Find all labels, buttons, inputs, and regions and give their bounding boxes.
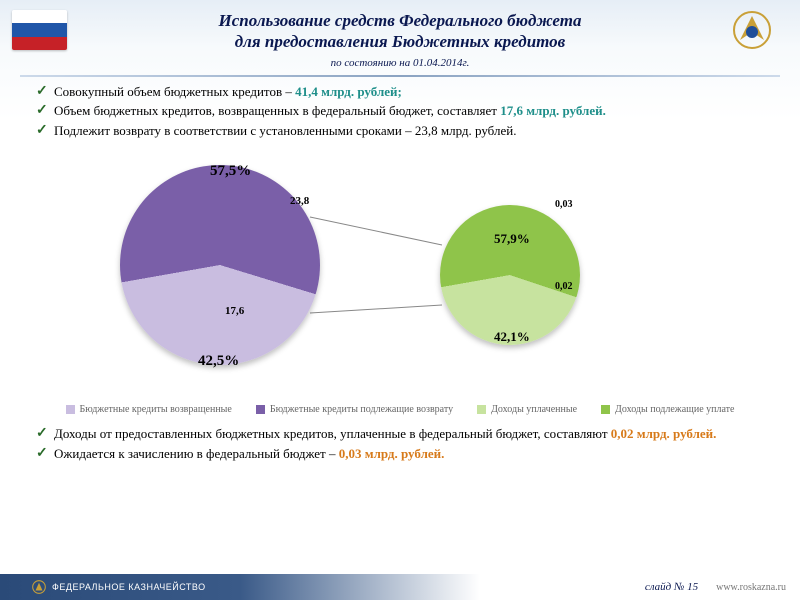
flag-icon <box>12 10 67 50</box>
chart-label: 57,5% <box>210 163 251 180</box>
bullet-list-bottom: Доходы от предоставленных бюджетных кред… <box>0 425 800 462</box>
bullet-item: Совокупный объем бюджетных кредитов – 41… <box>36 83 764 101</box>
flag-stripe-1 <box>12 10 67 23</box>
chart-label: 23,8 <box>290 195 309 207</box>
chart-label: 17,6 <box>225 305 244 317</box>
legend-label: Доходы уплаченные <box>491 404 577 415</box>
chart-label: 57,9% <box>494 231 530 247</box>
page-title: Использование средств Федерального бюдже… <box>90 10 710 53</box>
legend-item: Доходы подлежащие уплате <box>601 404 734 415</box>
flag-stripe-3 <box>12 37 67 50</box>
title-block: Использование средств Федерального бюдже… <box>0 0 800 69</box>
legend-label: Бюджетные кредиты подлежащие возврату <box>270 404 453 415</box>
title-line-1: Использование средств Федерального бюдже… <box>219 11 582 30</box>
bullet-item: Объем бюджетных кредитов, возвращенных в… <box>36 102 764 120</box>
bullet-list-top: Совокупный объем бюджетных кредитов – 41… <box>0 83 800 140</box>
bullet-item: Доходы от предоставленных бюджетных кред… <box>36 425 764 443</box>
divider <box>20 75 780 77</box>
chart-label: 0,03 <box>555 199 573 210</box>
legend-swatch <box>66 405 75 414</box>
legend-label: Доходы подлежащие уплате <box>615 404 734 415</box>
legend-label: Бюджетные кредиты возвращенные <box>80 404 232 415</box>
legend-item: Доходы уплаченные <box>477 404 577 415</box>
legend-swatch <box>256 405 265 414</box>
legend-swatch <box>601 405 610 414</box>
chart-label: 42,1% <box>494 329 530 345</box>
flag-stripe-2 <box>12 23 67 36</box>
chart-label: 42,5% <box>198 353 239 370</box>
chart-area: 57,5% 23,8 42,5% 17,6 57,9% 0,03 42,1% 0,02 <box>0 145 800 400</box>
title-line-2: для предоставления Бюджетных кредитов <box>235 32 566 51</box>
bullet-item: Ожидается к зачислению в федеральный бюд… <box>36 445 764 463</box>
footer-org: ФЕДЕРАЛЬНОЕ КАЗНАЧЕЙСТВО <box>52 582 206 592</box>
bullet-item: Подлежит возврату в соответствии с устан… <box>36 122 764 140</box>
legend-item: Бюджетные кредиты возвращенные <box>66 404 232 415</box>
pie-chart-2 <box>440 205 580 345</box>
footer: ФЕДЕРАЛЬНОЕ КАЗНАЧЕЙСТВО слайд № 15 www.… <box>0 574 800 600</box>
legend-item: Бюджетные кредиты подлежащие возврату <box>256 404 453 415</box>
footer-emblem-icon <box>32 580 46 594</box>
subtitle: по состоянию на 01.04.2014г. <box>90 57 710 69</box>
emblem-icon <box>732 10 772 50</box>
legend: Бюджетные кредиты возвращенные Бюджетные … <box>0 404 800 415</box>
legend-swatch <box>477 405 486 414</box>
footer-url: www.roskazna.ru <box>716 582 786 593</box>
slide-number: слайд № 15 <box>645 581 698 593</box>
chart-label: 0,02 <box>555 281 573 292</box>
